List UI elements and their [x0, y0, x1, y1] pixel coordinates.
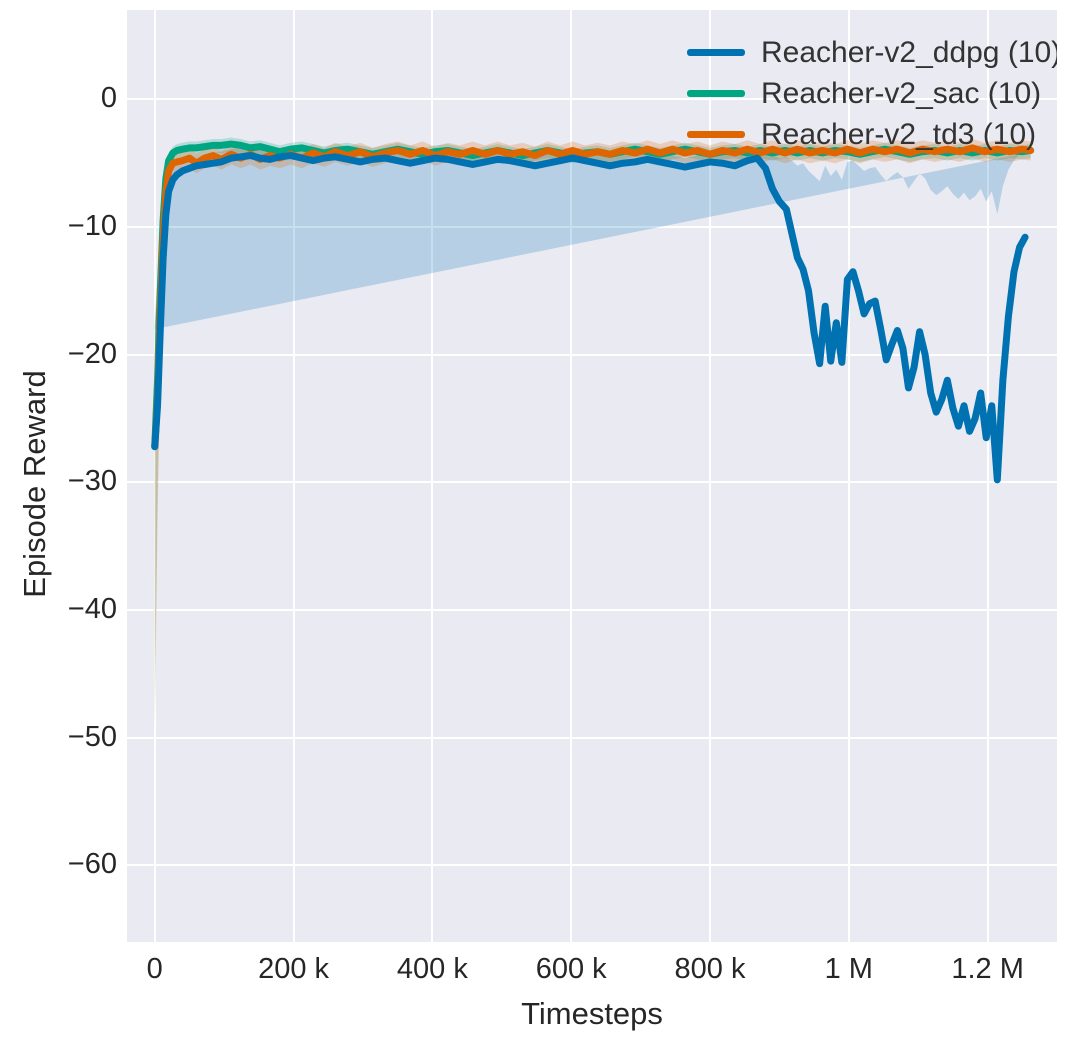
legend-item-0[interactable]: Reacher-v2_ddpg (10) [687, 32, 1057, 73]
series-layer [151, 137, 1035, 738]
y-tick-label-1: −10 [67, 210, 117, 243]
legend-item-label: Reacher-v2_ddpg (10) [761, 35, 1057, 69]
gridline-vertical-2 [431, 10, 434, 942]
x-tick-label-1: 200 k [258, 953, 330, 985]
x-tick-label-4: 800 k [674, 953, 746, 985]
y-tick-label-4: −40 [67, 593, 117, 626]
y-tick-label-3: −30 [67, 465, 117, 498]
gridline-horizontal-2 [127, 353, 1057, 356]
gridline-vertical-3 [570, 10, 573, 942]
y-tick-label-0: 0 [100, 82, 117, 115]
x-tick-label-0: 0 [146, 953, 163, 985]
x-tick-label-2: 400 k [396, 953, 468, 985]
gridline-vertical-1 [292, 10, 295, 942]
grid-layer [127, 10, 1057, 942]
x-tick-label-5: 1 M [824, 953, 873, 985]
gridline-horizontal-0 [127, 98, 1057, 101]
confidence-band-ddpg [154, 146, 1026, 330]
legend-item-label: Reacher-v2_sac (10) [761, 76, 1042, 110]
gridline-horizontal-1 [127, 226, 1057, 229]
line-ddpg [151, 152, 1029, 484]
gridline-horizontal-3 [127, 481, 1057, 484]
legend[interactable]: Reacher-v2_ddpg (10) Reacher-v2_sac (10) R… [687, 32, 1057, 157]
legend-color-swatch-icon [687, 90, 745, 97]
y-tick-label-6: −60 [67, 848, 117, 881]
plot-area: Reacher-v2_ddpg (10) Reacher-v2_sac (10) R… [127, 10, 1057, 942]
y-axis-tick-labels: 0 −10 −20 −30 −40 −50 −60 [12, 0, 117, 1049]
gridline-vertical-6 [986, 10, 989, 942]
x-axis-title: Timesteps [521, 996, 663, 1031]
gridline-horizontal-5 [127, 736, 1057, 739]
gridline-vertical-0 [153, 10, 156, 942]
x-tick-label-6: 1.2 M [951, 953, 1024, 985]
legend-color-swatch-icon [687, 131, 745, 138]
legend-item-2[interactable]: Reacher-v2_td3 (10) [687, 114, 1052, 155]
x-axis-tick-labels: 0 200 k 400 k 600 k 800 k 1 M 1.2 M [0, 955, 1076, 1000]
legend-item-label: Reacher-v2_td3 (10) [761, 117, 1037, 151]
y-tick-label-2: −20 [67, 337, 117, 370]
legend-color-swatch-icon [687, 49, 745, 56]
legend-item-1[interactable]: Reacher-v2_sac (10) [687, 73, 1052, 114]
gridline-vertical-5 [847, 10, 850, 942]
y-tick-label-5: −50 [67, 720, 117, 753]
gridline-horizontal-4 [127, 609, 1057, 612]
gridline-horizontal-6 [127, 864, 1057, 867]
x-tick-label-3: 600 k [535, 953, 607, 985]
gridline-vertical-4 [708, 10, 711, 942]
